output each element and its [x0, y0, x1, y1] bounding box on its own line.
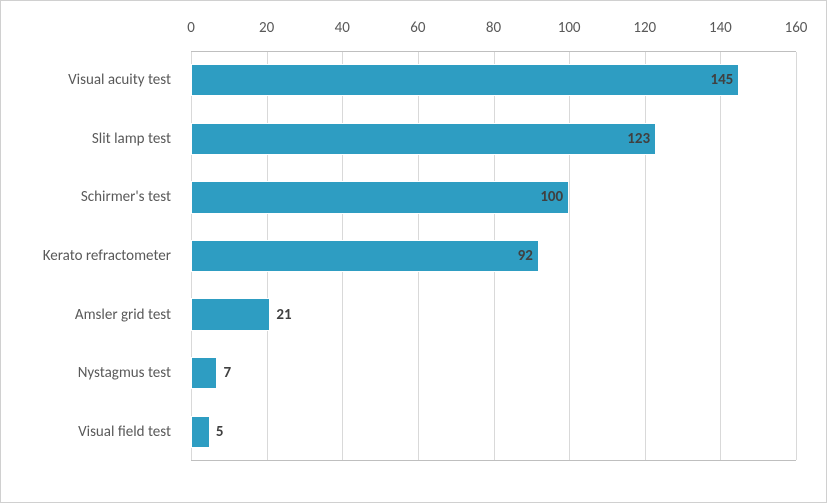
bar-value-label: 21: [270, 306, 291, 324]
bar-row: 100: [191, 181, 569, 213]
y-axis-category-label: Visual acuity test: [68, 71, 171, 89]
x-axis-tick-label: 40: [335, 19, 350, 37]
x-axis-tick-label: 20: [259, 19, 274, 37]
bar-value-label: 92: [518, 247, 539, 265]
bars-layer: 145 123 100 92 21 7 5: [191, 51, 796, 461]
bar-row: 21: [191, 298, 270, 330]
y-axis-category-label: Schirmer's test: [81, 188, 171, 206]
bar: [191, 64, 739, 96]
x-axis-tick-label: 160: [785, 19, 808, 37]
bar-value-label: 5: [210, 423, 224, 441]
bar: [191, 298, 270, 330]
x-axis-tick-label: 120: [633, 19, 656, 37]
y-axis-category-label: Kerato refractometer: [43, 247, 171, 265]
bar-row: 5: [191, 416, 210, 448]
bar: [191, 357, 217, 389]
gridline: [796, 52, 797, 460]
y-axis-labels: Visual acuity test Slit lamp test Schirmer…: [1, 51, 181, 461]
bar-row: 7: [191, 357, 217, 389]
bar: [191, 123, 656, 155]
bar-value-label: 7: [217, 364, 231, 382]
y-axis-category-label: Amsler grid test: [75, 306, 171, 324]
bar: [191, 416, 210, 448]
x-axis-labels: 020406080100120140160: [191, 19, 796, 44]
bar-value-label: 123: [627, 130, 656, 148]
bar: [191, 240, 539, 272]
x-axis-tick-label: 0: [187, 19, 195, 37]
bar-value-label: 145: [710, 71, 739, 89]
bar-row: 123: [191, 123, 656, 155]
bar-value-label: 100: [540, 188, 569, 206]
chart-container: 0 20 40 60 80 100 120 140 160 Visual acuity test…: [0, 0, 827, 503]
x-axis-tick-label: 80: [486, 19, 501, 37]
bar-row: 92: [191, 240, 539, 272]
y-axis-category-label: Nystagmus test: [78, 364, 171, 382]
bar-row: 145: [191, 64, 739, 96]
x-axis-tick-label: 60: [410, 19, 425, 37]
y-axis-category-label: Visual field test: [78, 423, 171, 441]
bar: [191, 181, 569, 213]
y-axis-category-label: Slit lamp test: [92, 130, 171, 148]
x-axis-tick-label: 100: [558, 19, 581, 37]
x-axis-tick-label: 140: [709, 19, 732, 37]
